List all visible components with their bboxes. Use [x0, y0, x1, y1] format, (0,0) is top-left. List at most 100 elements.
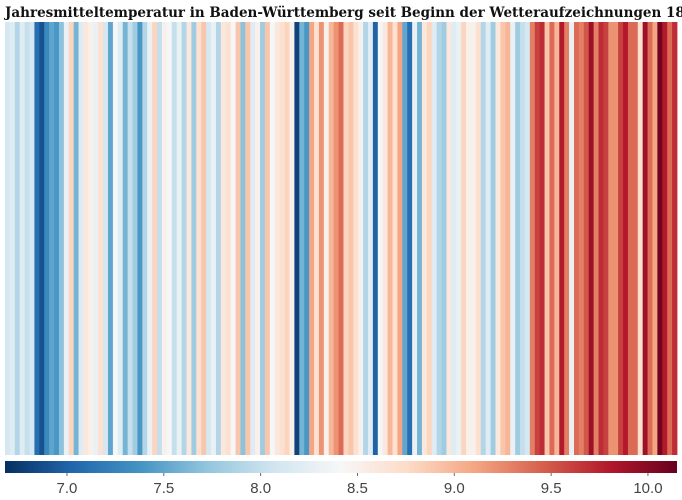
stripe: [534, 22, 541, 455]
stripe: [417, 22, 423, 455]
stripe: [382, 22, 388, 455]
stripe: [642, 22, 648, 455]
stripe: [68, 22, 75, 455]
stripe: [588, 22, 595, 455]
colorbar-tick-label: 10.0: [633, 480, 662, 497]
stripe: [353, 22, 359, 455]
stripe: [466, 22, 472, 455]
stripe: [377, 22, 384, 455]
stripe: [363, 22, 369, 455]
stripe: [181, 22, 187, 455]
stripe: [358, 22, 364, 455]
stripe: [279, 22, 285, 455]
stripe: [260, 22, 266, 455]
stripe: [39, 22, 45, 455]
stripe: [117, 22, 124, 455]
stripe: [186, 22, 192, 455]
colorbar-tick-label: 8.0: [250, 480, 271, 497]
stripe: [176, 22, 182, 455]
stripe: [309, 22, 315, 455]
stripe: [593, 22, 599, 455]
stripe: [132, 22, 138, 455]
stripe: [58, 22, 65, 455]
stripe: [274, 22, 281, 455]
colorbar: [5, 461, 677, 473]
stripe: [83, 22, 89, 455]
colorbar-tick-label: 9.5: [541, 480, 562, 497]
stripe: [662, 22, 668, 455]
stripe: [98, 22, 104, 455]
stripe: [166, 22, 173, 455]
stripe: [338, 22, 344, 455]
stripe: [608, 22, 614, 455]
stripe: [63, 22, 70, 455]
stripe: [367, 22, 374, 455]
stripe: [672, 22, 678, 455]
stripe: [211, 22, 217, 455]
stripe: [407, 22, 413, 455]
stripe: [122, 22, 129, 455]
colorbar-tick-label: 7.5: [153, 480, 174, 497]
stripe: [93, 22, 99, 455]
stripe: [299, 22, 305, 455]
stripe: [314, 22, 320, 455]
stripe: [137, 22, 143, 455]
stripe: [240, 22, 246, 455]
stripe: [392, 22, 398, 455]
stripe: [157, 22, 163, 455]
stripe: [215, 22, 222, 455]
stripe: [196, 22, 202, 455]
stripe: [431, 22, 438, 455]
stripe: [108, 22, 114, 455]
stripe: [421, 22, 428, 455]
stripe: [436, 22, 442, 455]
stripe: [647, 22, 653, 455]
stripe: [627, 22, 634, 455]
stripe: [34, 22, 40, 455]
stripe: [480, 22, 487, 455]
stripe: [78, 22, 84, 455]
stripe: [264, 22, 271, 455]
stripe: [490, 22, 496, 455]
stripe: [495, 22, 501, 455]
stripe: [19, 22, 26, 455]
stripe: [269, 22, 276, 455]
stripe: [461, 22, 467, 455]
colorbar-tick-label: 7.0: [57, 480, 78, 497]
stripe: [235, 22, 241, 455]
colorbar-tick-label: 8.5: [347, 480, 368, 497]
stripe: [515, 22, 521, 455]
stripe: [348, 22, 354, 455]
stripe: [127, 22, 133, 455]
stripe: [520, 22, 526, 455]
stripe: [201, 22, 207, 455]
stripe: [294, 22, 300, 455]
stripe: [510, 22, 516, 455]
stripe: [637, 22, 644, 455]
stripe: [29, 22, 35, 455]
stripe: [657, 22, 663, 455]
stripe: [470, 22, 477, 455]
stripe: [569, 22, 575, 455]
stripe: [103, 22, 109, 455]
stripe: [505, 22, 511, 455]
stripe: [343, 22, 349, 455]
stripe: [402, 22, 408, 455]
stripe: [152, 22, 158, 455]
stripe: [255, 22, 261, 455]
stripe: [456, 22, 462, 455]
stripe: [412, 22, 418, 455]
stripe: [524, 22, 531, 455]
stripe: [500, 22, 506, 455]
stripe: [564, 22, 570, 455]
stripe: [539, 22, 545, 455]
stripe: [171, 22, 178, 455]
stripe: [583, 22, 590, 455]
stripe: [529, 22, 536, 455]
stripe: [54, 22, 60, 455]
stripe: [397, 22, 403, 455]
stripe: [333, 22, 339, 455]
stripe: [667, 22, 673, 455]
colorbar-tick-label: 9.0: [444, 480, 465, 497]
stripe: [598, 22, 604, 455]
